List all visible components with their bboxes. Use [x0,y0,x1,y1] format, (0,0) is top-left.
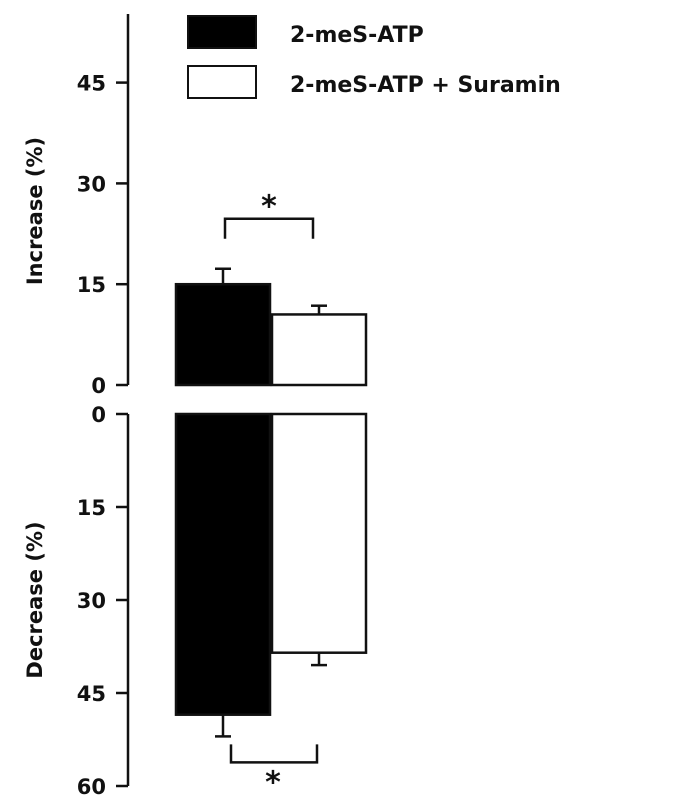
y-tick-label-decrease-2: 30 [77,589,106,613]
y-tick-label-decrease-4: 60 [77,775,106,799]
significance-bracket-increase [223,217,315,239]
significance-star-decrease: * [265,765,281,800]
legend: 2-meS-ATP 2-meS-ATP + Suramin [187,15,561,99]
y-tick-label-decrease-3: 45 [77,682,106,706]
y-tick-label-increase-3: 45 [77,72,106,96]
y-axis-title-decrease: Decrease (%) [23,521,47,678]
legend-label-series-2: 2-meS-ATP + Suramin [290,73,561,98]
y-axis-title-increase: Increase (%) [23,137,47,285]
y-tick-label-increase-0: 0 [91,374,106,398]
significance-star-increase: * [261,190,277,225]
bar-decrease-series-2 [270,412,368,654]
legend-label-series-1: 2-meS-ATP [290,23,424,48]
bar-increase-series-1 [174,282,272,387]
y-tick-label-increase-1: 15 [77,273,106,297]
plot-area: 0 15 30 45 * 0 15 30 45 60 * [77,14,368,800]
y-tick-label-increase-2: 30 [77,172,106,196]
legend-swatch-series-2 [187,65,257,99]
y-tick-label-decrease-0: 0 [91,403,106,427]
y-tick-label-decrease-1: 15 [77,496,106,520]
legend-swatch-series-1 [187,15,257,49]
bar-increase-series-2 [270,313,368,387]
significance-bracket-decrease [229,744,319,764]
bar-decrease-series-1 [174,412,272,716]
